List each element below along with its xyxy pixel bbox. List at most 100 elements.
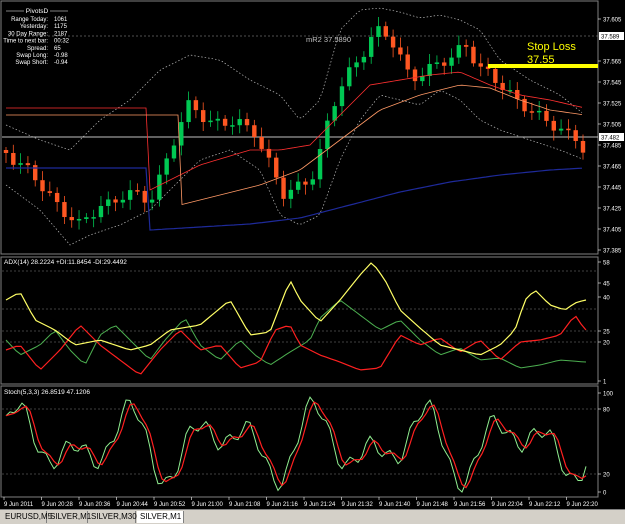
stop-loss-text: Stop Loss xyxy=(527,41,576,53)
candle-body xyxy=(98,205,104,218)
adx-tick-label: 1 xyxy=(603,380,607,386)
candle-body xyxy=(449,57,454,66)
candle-body xyxy=(62,202,67,218)
stoch-panel-frame xyxy=(0,385,599,498)
candle-body xyxy=(310,179,315,185)
info-row-label: Spread: xyxy=(27,46,48,52)
adx-tick-label: 58 xyxy=(603,261,610,267)
candle-body xyxy=(478,63,483,67)
candle-body xyxy=(230,125,235,127)
info-row-value: -0.94 xyxy=(54,60,68,66)
candle-body xyxy=(566,128,571,131)
moving-average-fast xyxy=(6,71,583,191)
candle-body xyxy=(383,26,388,37)
candle-body xyxy=(281,177,286,199)
candle-body xyxy=(442,62,447,66)
candle-body xyxy=(171,145,177,159)
candle-body xyxy=(135,190,140,192)
candle-body xyxy=(500,82,505,91)
time-axis: 9 Jun 2011 9 Jun 20:28 9 Jun 20:36 9 Jun 20… xyxy=(3,497,599,508)
info-row-label: Swap Long: xyxy=(16,53,48,59)
info-row-value: 65 xyxy=(54,46,61,52)
candle-body xyxy=(529,111,535,113)
candle-body xyxy=(420,75,425,82)
chart-tabs: EURUSD,M5 SILVER,M1 SILVER,M30 SILVER,M1 xyxy=(0,509,625,524)
candle-body xyxy=(222,118,228,126)
info-row-label: Swap Short: xyxy=(15,60,48,66)
candle-body xyxy=(76,218,82,221)
tab-silver-m1-a[interactable]: SILVER,M1 xyxy=(47,511,91,523)
main-price-chart xyxy=(2,7,598,246)
candle-body xyxy=(40,180,45,192)
candle-body xyxy=(507,89,513,92)
candle-body xyxy=(354,62,359,68)
candle-body xyxy=(149,199,155,203)
candle-body xyxy=(18,163,23,165)
candle-body xyxy=(25,163,31,166)
candle-body xyxy=(303,181,308,185)
candle-body xyxy=(157,174,162,200)
level-tag-bg xyxy=(599,32,624,40)
candle-body xyxy=(259,137,264,149)
candle-body xyxy=(127,190,133,200)
candle-body xyxy=(536,110,542,113)
candle-body xyxy=(106,199,111,206)
candle-body xyxy=(3,150,9,153)
candle-body xyxy=(33,165,38,181)
price-tick-label: 37.525 xyxy=(603,102,622,108)
tab-eurusd-m5[interactable]: EURUSD,M5 xyxy=(2,511,52,523)
time-tick-label: 9 Jun 20:36 xyxy=(79,502,111,508)
candle-body xyxy=(427,63,432,76)
chart-canvas[interactable]: 37.605 37.565 37.545 37.525 37.505 37.485 37.4… xyxy=(0,0,625,510)
time-tick-label: 9 Jun 21:08 xyxy=(229,502,261,508)
info-row-value: -0.98 xyxy=(54,53,68,59)
stoch-signal-line xyxy=(5,401,587,489)
candle-body xyxy=(295,181,301,190)
candle-body xyxy=(376,26,381,37)
stoch-main-line xyxy=(5,396,587,493)
time-tick-label: 9 Jun 21:16 xyxy=(267,502,299,508)
candle-body xyxy=(244,119,250,126)
tab-silver-m30[interactable]: SILVER,M30 xyxy=(88,511,137,523)
stop-loss-line xyxy=(488,64,598,68)
info-row-label: Yesterday: xyxy=(20,24,48,30)
price-tick-label: 37.565 xyxy=(603,60,622,66)
candle-body xyxy=(558,128,564,131)
time-tick-label: 9 Jun 20:44 xyxy=(117,502,149,508)
candle-body xyxy=(142,190,147,203)
stop-loss-value: 37.55 xyxy=(527,54,555,66)
price-tick-label: 37.445 xyxy=(603,186,622,192)
candle-body xyxy=(390,36,396,48)
adx-label: ADX(14) 28.2224 +DI:11.8454 -DI:29.4492 xyxy=(4,259,127,266)
time-tick-label: 9 Jun 21:32 xyxy=(342,502,374,508)
info-box-title: PivotsD xyxy=(26,8,49,15)
candle-body xyxy=(266,148,272,158)
main-panel-frame xyxy=(0,0,599,255)
tab-silver-m1-active[interactable]: SILVER,M1 xyxy=(137,511,184,523)
candle-body xyxy=(456,45,462,58)
adx-tick-label: 45 xyxy=(603,282,610,288)
moving-average-mid xyxy=(6,84,583,206)
moving-average-slow xyxy=(6,167,583,231)
candle-body xyxy=(201,110,206,122)
candle-body xyxy=(54,192,60,203)
candle-body xyxy=(193,100,199,111)
info-row-label: 30 Day Range: xyxy=(8,31,48,37)
price-tick-label: 37.405 xyxy=(603,228,622,234)
candle-body xyxy=(361,56,367,63)
candle-body xyxy=(120,199,126,203)
adx-tick-label: 20 xyxy=(603,341,610,347)
candle-body xyxy=(325,120,330,150)
candle-body xyxy=(317,149,323,180)
stoch-tick-label: 80 xyxy=(603,408,610,414)
candle-body xyxy=(463,45,469,47)
plus-di-line xyxy=(5,300,587,369)
candle-body xyxy=(368,36,374,57)
candle-body xyxy=(237,119,242,126)
price-tick-label: 37.485 xyxy=(603,144,622,150)
bollinger-upper-band xyxy=(5,7,583,151)
price-tick-label: 37.545 xyxy=(603,81,622,87)
candle-body xyxy=(215,118,221,121)
candle-body xyxy=(47,191,53,193)
adx-line xyxy=(5,262,587,356)
